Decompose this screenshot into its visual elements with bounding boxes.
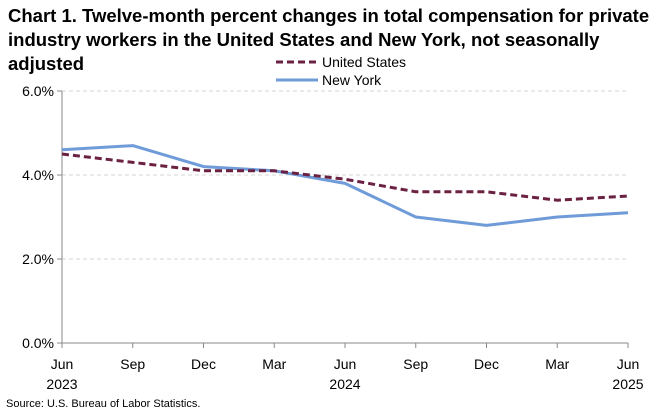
legend-label: United States: [322, 54, 406, 70]
x-tick-label: Mar: [545, 356, 569, 372]
gridlines: [62, 90, 628, 260]
x-tick-label: Sep: [120, 356, 145, 372]
y-tick-label: 4.0%: [22, 167, 54, 183]
x-tick-year-label: 2024: [329, 376, 360, 392]
legend-label: New York: [322, 72, 382, 88]
series-line-new-york: [61, 144, 629, 227]
x-tick-label: Sep: [403, 356, 428, 372]
y-tick-label: 2.0%: [22, 251, 54, 267]
x-axis-ticks: Jun 2023 Sep Dec Mar Jun 2024 Sep Dec Mar Jun 2025: [46, 343, 644, 392]
y-axis-ticks: 0.0% 2.0% 4.0% 6.0%: [22, 83, 62, 351]
source-note: Source: U.S. Bureau of Labor Statistics.: [6, 398, 201, 410]
x-tick-label: Dec: [474, 356, 499, 372]
x-tick-label: Mar: [262, 356, 286, 372]
chart-title: Chart 1. Twelve-month percent changes in…: [8, 5, 650, 74]
x-tick-year-label: 2025: [612, 376, 643, 392]
y-tick-label: 0.0%: [22, 335, 54, 351]
x-tick-year-label: 2023: [46, 376, 77, 392]
x-tick-label: Jun: [617, 356, 640, 372]
series-lines: [61, 144, 629, 227]
series-line-united-states: [61, 152, 629, 202]
x-tick-label: Jun: [334, 356, 357, 372]
x-tick-label: Dec: [191, 356, 216, 372]
y-tick-label: 6.0%: [22, 83, 54, 99]
x-tick-label: Jun: [51, 356, 74, 372]
legend: United States New York: [276, 54, 406, 88]
